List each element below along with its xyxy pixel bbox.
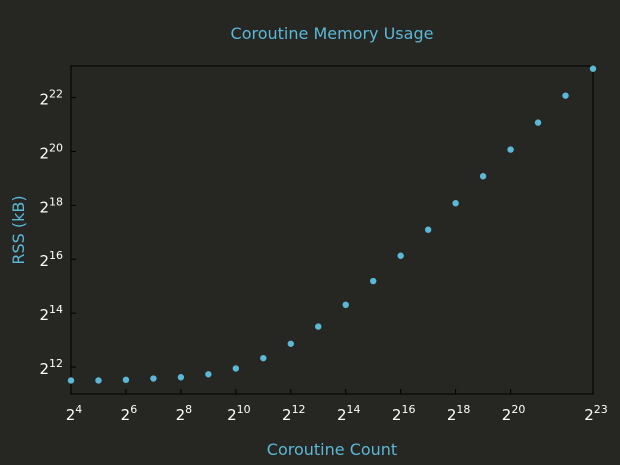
y-tick-label: 218 — [39, 195, 63, 216]
data-point — [452, 199, 459, 207]
y-tick-label: 214 — [39, 303, 63, 324]
data-point — [479, 173, 487, 180]
data-point — [232, 365, 240, 372]
x-axis-label: Coroutine Count — [267, 440, 397, 459]
y-tick-label: 216 — [39, 249, 63, 270]
x-tick-label: 212 — [282, 403, 306, 424]
x-tick-label: 214 — [337, 403, 361, 424]
data-point — [205, 371, 212, 378]
y-tick-label: 222 — [39, 88, 63, 109]
data-point — [150, 375, 157, 382]
x-tick-label: 26 — [121, 403, 138, 424]
x-tick-label: 216 — [392, 403, 416, 424]
plot-frame — [70, 65, 594, 395]
y-axis-ticks: 212 214 216 218 220 222 — [39, 88, 76, 378]
data-point — [342, 301, 349, 309]
data-point — [287, 340, 294, 347]
data-point — [562, 92, 569, 99]
x-tick-label: 220 — [502, 403, 526, 424]
data-point — [315, 323, 322, 330]
data-point — [260, 354, 267, 362]
data-point — [534, 119, 542, 126]
data-point — [424, 226, 432, 233]
data-point — [507, 146, 514, 153]
data-point — [370, 277, 377, 285]
data-point — [67, 377, 75, 384]
data-point — [589, 65, 597, 72]
y-tick-label: 220 — [39, 141, 63, 162]
data-point — [122, 376, 130, 384]
data-point — [177, 374, 185, 381]
data-points — [67, 65, 597, 384]
x-tick-label: 218 — [447, 403, 471, 424]
y-tick-label: 212 — [39, 357, 63, 378]
y-axis-label: RSS (kB) — [9, 195, 28, 264]
data-point — [95, 377, 102, 384]
x-axis-ticks: 24 26 28 210 212 214 216 218 220 223 — [66, 389, 608, 424]
x-tick-label: 210 — [227, 403, 251, 424]
chart-title: Coroutine Memory Usage — [231, 24, 434, 43]
x-tick-label: 24 — [66, 403, 83, 424]
x-tick-label: 28 — [176, 403, 193, 424]
data-point — [397, 252, 404, 259]
x-tick-label: 223 — [584, 403, 608, 424]
